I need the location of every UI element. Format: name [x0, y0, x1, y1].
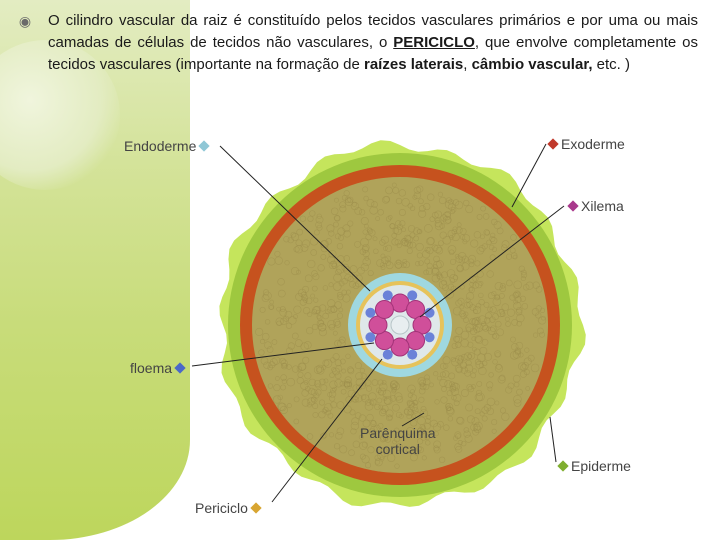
label-endoderme-text: Endoderme [124, 138, 196, 154]
body-paragraph: O cilindro vascular da raiz é constituíd… [48, 10, 698, 75]
label-exoderme-text: Exoderme [561, 136, 625, 152]
label-floema-text: floema [130, 360, 172, 376]
diamond-icon [567, 200, 578, 211]
label-parenquima-text2: cortical [376, 441, 420, 457]
diamond-icon [199, 140, 210, 151]
label-xilema-text: Xilema [581, 198, 624, 214]
label-parenquima-text: Parênquima [360, 425, 436, 441]
bullet-icon: ◉ [18, 14, 32, 28]
label-periciclo: Periciclo [195, 500, 264, 516]
label-epiderme: Epiderme [555, 458, 631, 474]
diamond-icon [547, 138, 558, 149]
label-parenquima: Parênquima cortical [360, 425, 436, 457]
label-exoderme: Exoderme [545, 136, 625, 152]
label-endoderme: Endoderme [124, 138, 212, 154]
label-floema: floema [130, 360, 188, 376]
label-periciclo-text: Periciclo [195, 500, 248, 516]
label-xilema: Xilema [565, 198, 624, 214]
para-post: etc. ) [593, 56, 631, 73]
root-cross-section-diagram: Endoderme Exoderme Xilema floema Parênqu… [110, 130, 670, 530]
diamond-icon [250, 502, 261, 513]
para-b2: câmbio vascular, [472, 56, 593, 73]
label-epiderme-text: Epiderme [571, 458, 631, 474]
para-sep1: , [463, 56, 471, 73]
para-b1: raízes laterais [364, 56, 463, 73]
diamond-icon [557, 460, 568, 471]
para-key: PERICICLO [393, 34, 475, 51]
diamond-icon [174, 362, 185, 373]
